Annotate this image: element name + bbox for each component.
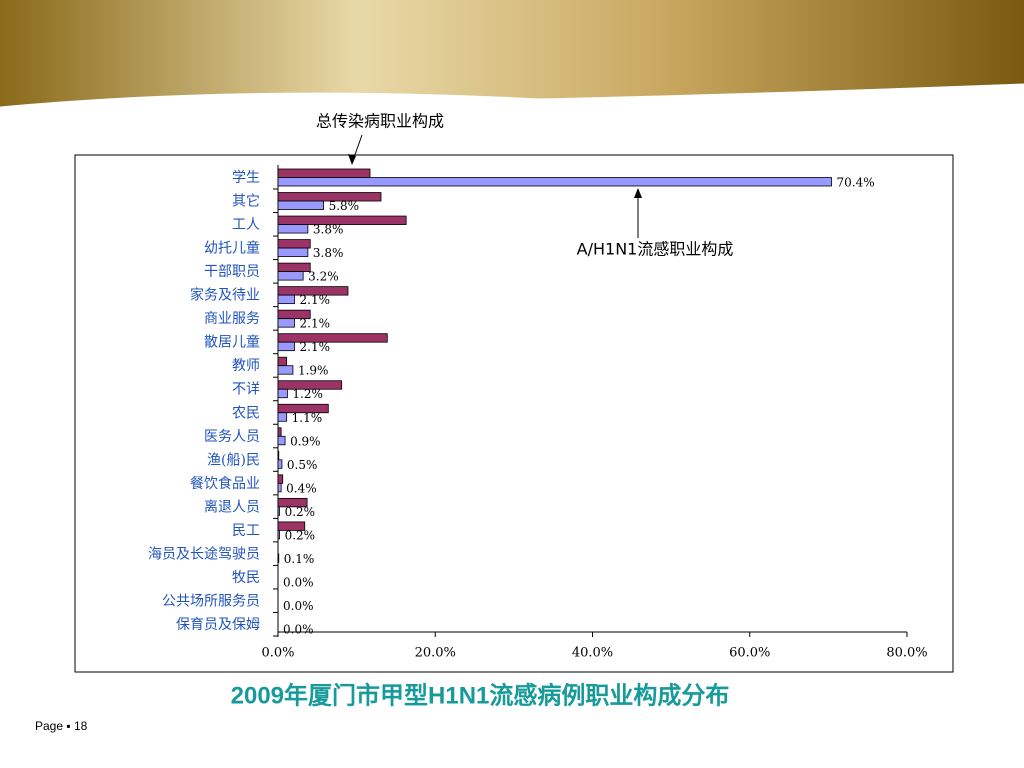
bar: [277, 192, 382, 202]
bar: [277, 506, 280, 516]
value-label: 0.5%: [287, 458, 318, 472]
bar: [277, 365, 294, 375]
y-tick-label: 干部职员: [204, 264, 260, 280]
bar: [277, 224, 309, 234]
value-label: 0.2%: [285, 505, 316, 519]
y-tick-label: 医务人员: [204, 429, 260, 445]
bar: [277, 215, 407, 225]
y-tick-label: 工人: [232, 217, 260, 233]
y-tick-label: 公共场所服务员: [162, 593, 260, 609]
bar: [277, 200, 325, 210]
bar: [277, 271, 304, 281]
x-tick-label: 80.0%: [886, 646, 927, 661]
header-edge: [0, 83, 1024, 110]
value-label: 0.0%: [283, 599, 314, 613]
bar: [277, 521, 306, 531]
value-label: 0.9%: [290, 434, 321, 448]
value-label: 2.1%: [300, 317, 331, 331]
bar: [277, 247, 309, 257]
page-footer: Page ▪ 18: [35, 719, 88, 733]
x-tick-label: 0.0%: [261, 646, 294, 661]
annotation: A/H1N1流感职业构成: [577, 240, 734, 259]
value-label: 2.1%: [300, 293, 331, 307]
bar: [277, 388, 288, 399]
bar: [277, 450, 280, 461]
arrow-head: [634, 188, 642, 198]
bar: [277, 435, 286, 446]
bar: [277, 177, 832, 187]
arrow-head: [348, 154, 356, 165]
bar: [277, 294, 295, 305]
bar: [277, 262, 311, 273]
value-label: 3.8%: [313, 246, 344, 260]
value-label: 1.1%: [292, 411, 323, 425]
y-tick-label: 离退人员: [204, 498, 260, 515]
value-label: 3.8%: [313, 223, 344, 237]
value-label: 0.4%: [286, 481, 317, 495]
value-label: 0.0%: [283, 575, 314, 589]
value-label: 2.1%: [300, 340, 331, 354]
y-tick-label: 餐饮食品业: [190, 475, 260, 492]
bar: [277, 403, 329, 414]
bar: [277, 474, 284, 484]
annotation: 总传染病职业构成: [316, 112, 444, 131]
value-label: 0.2%: [285, 528, 316, 542]
x-tick-label: 40.0%: [572, 646, 613, 661]
y-tick-label: 牧民: [232, 570, 260, 586]
value-label: 1.2%: [292, 387, 323, 401]
bar: [277, 318, 295, 328]
y-tick-label: 海员及长途驾驶员: [148, 545, 260, 562]
bar: [277, 412, 288, 422]
x-tick-label: 20.0%: [415, 646, 456, 661]
chart-title: 2009年厦门市甲型H1N1流感病例职业构成分布: [231, 681, 730, 709]
value-label: 0.0%: [283, 623, 314, 637]
value-label: 0.1%: [284, 552, 315, 566]
y-tick-label: 学生: [232, 170, 260, 186]
value-label: 5.8%: [329, 199, 360, 213]
bar: [277, 333, 388, 343]
y-tick-label: 渔(船)民: [207, 452, 260, 468]
x-tick-label: 60.0%: [729, 646, 770, 661]
value-label: 70.4%: [837, 176, 875, 190]
y-tick-label: 家务及待业: [190, 287, 260, 304]
bar: [277, 482, 282, 493]
y-tick-label: 教师: [232, 358, 260, 374]
y-tick-label: 民工: [232, 523, 260, 539]
y-tick-label: 其它: [232, 193, 260, 210]
bar: [277, 239, 311, 249]
bar: [277, 356, 288, 367]
bar: [277, 553, 280, 563]
header-band: [0, 0, 1024, 108]
bar: [277, 168, 371, 178]
bar: [277, 427, 282, 437]
bar: [277, 497, 308, 508]
y-tick-label: 散居儿童: [204, 334, 260, 351]
chart-frame: [74, 154, 954, 673]
bar: [277, 341, 295, 352]
y-tick-label: 幼托儿童: [204, 240, 260, 257]
value-label: 1.9%: [298, 364, 329, 378]
bar: [277, 459, 283, 469]
y-tick-label: 农民: [232, 405, 260, 421]
y-tick-label: 商业服务: [204, 311, 260, 327]
y-tick-label: 不详: [232, 382, 260, 398]
bar: [277, 380, 343, 390]
value-label: 3.2%: [308, 270, 339, 284]
y-tick-label: 保育员及保姆: [176, 617, 260, 633]
bar: [277, 529, 280, 540]
bar: [277, 286, 349, 296]
